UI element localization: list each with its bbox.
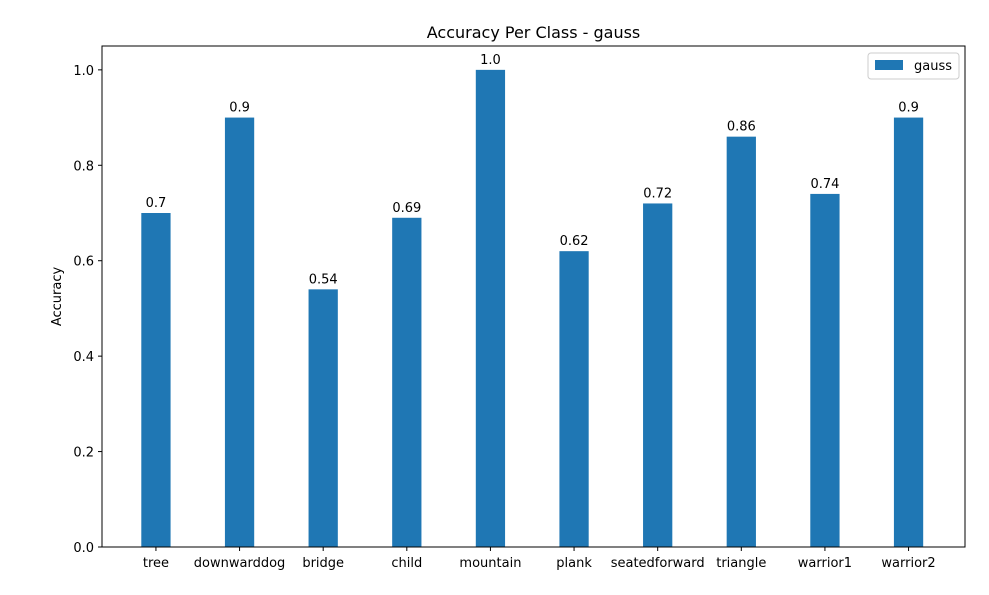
y-tick-label: 0.4 — [73, 350, 94, 365]
bar-value-label: 0.62 — [560, 234, 589, 249]
bar — [141, 213, 171, 547]
x-tick-label: warrior2 — [881, 556, 935, 571]
x-axis-ticks: tree downwarddog bridge child mountain plank s… — [143, 547, 936, 571]
x-tick-label: bridge — [302, 556, 344, 571]
bar-value-label: 0.54 — [309, 272, 338, 287]
bar-value-label: 0.74 — [810, 177, 839, 192]
x-tick-label: downwarddog — [194, 556, 286, 571]
x-tick-label: mountain — [459, 556, 521, 571]
bar-value-label: 0.7 — [146, 196, 167, 211]
bar-value-label: 1.0 — [480, 53, 501, 68]
bar — [308, 289, 338, 547]
bar — [810, 193, 840, 547]
y-axis-label: Accuracy — [50, 267, 65, 327]
bar — [726, 136, 756, 547]
bar — [559, 251, 589, 547]
bar — [224, 117, 255, 548]
x-tick-label: child — [391, 556, 422, 571]
bar — [475, 69, 506, 547]
y-tick-label: 0.2 — [73, 446, 94, 461]
x-tick-label: warrior1 — [798, 556, 852, 571]
bar — [392, 217, 422, 547]
bar-value-label: 0.72 — [643, 186, 672, 201]
x-tick-label: triangle — [716, 556, 766, 571]
bar-value-label: 0.86 — [727, 120, 756, 135]
bar-value-label: 0.9 — [229, 101, 250, 116]
y-tick-label: 0.0 — [73, 541, 94, 556]
bars-group — [141, 69, 924, 548]
legend-swatch — [875, 60, 903, 70]
bar-value-label: 0.69 — [392, 201, 421, 216]
legend-box — [867, 52, 960, 80]
y-tick-label: 0.6 — [73, 255, 94, 270]
bar-value-labels: 0.7 0.9 0.54 0.69 1.0 0.62 0.72 0.86 0.74 0.9 — [146, 53, 919, 287]
bar-value-label: 0.9 — [898, 101, 919, 116]
bar — [643, 203, 673, 547]
legend: gauss — [867, 52, 960, 80]
y-tick-label: 1.0 — [73, 64, 94, 79]
y-axis-ticks: 0.0 0.2 0.4 0.6 0.8 1.0 — [73, 64, 102, 556]
chart-title: Accuracy Per Class - gauss — [427, 23, 641, 42]
x-tick-label: seatedforward — [611, 556, 705, 571]
legend-label: gauss — [914, 59, 952, 74]
x-tick-label: tree — [143, 556, 169, 571]
x-tick-label: plank — [556, 556, 592, 571]
plot-area-frame — [101, 45, 966, 548]
bar — [893, 117, 924, 548]
y-tick-label: 0.8 — [73, 159, 94, 174]
